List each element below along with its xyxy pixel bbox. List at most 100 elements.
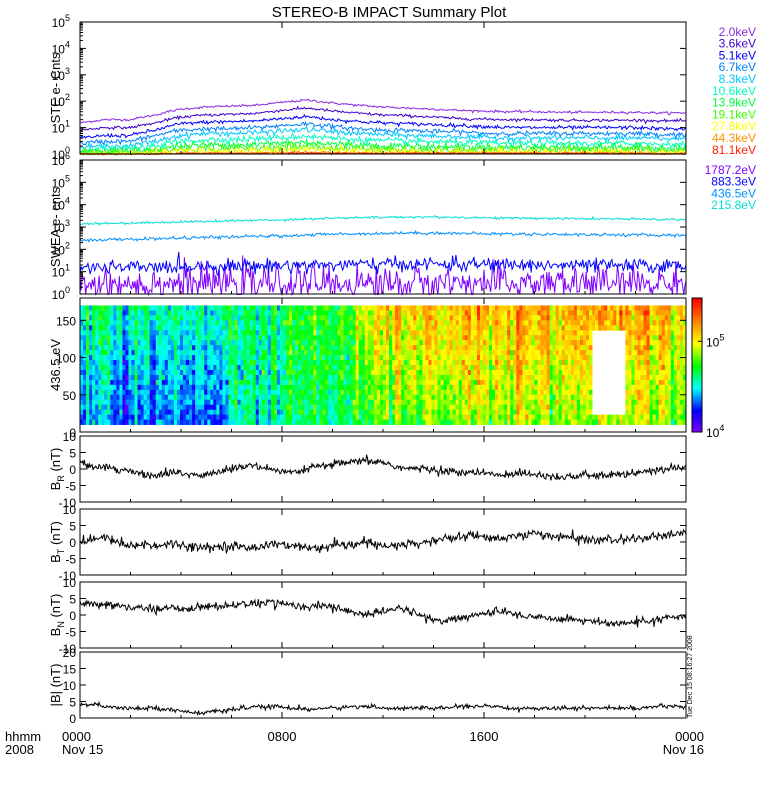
pad-cell-2337 (374, 350, 377, 355)
pad-cell-2279 (365, 420, 368, 425)
pad-cell-2460 (389, 365, 392, 370)
pad-cell-4297 (644, 405, 647, 410)
pad-cell-3526 (522, 415, 525, 420)
pad-cell-2541 (398, 410, 401, 415)
pad-cell-1429 (259, 370, 262, 375)
pad-cell-3848 (565, 345, 568, 350)
pad-cell-2169 (353, 350, 356, 355)
pad-cell-4042 (589, 355, 592, 360)
pad-cell-2598 (407, 335, 410, 340)
pad-cell-3591 (531, 380, 534, 385)
pad-cell-3317 (498, 330, 501, 335)
pad-cell-212 (104, 405, 107, 410)
pad-cell-3119 (471, 420, 474, 425)
pad-cell-2508 (395, 365, 398, 370)
pad-cell-1358 (250, 375, 253, 380)
pad-cell-2088 (344, 305, 347, 310)
pad-cell-1335 (247, 380, 250, 385)
pad-cell-3529 (525, 310, 528, 315)
pad-cell-2276 (365, 405, 368, 410)
pad-cell-3226 (486, 355, 489, 360)
pad-cell-1718 (295, 375, 298, 380)
pad-cell-823 (183, 340, 186, 345)
pad-cell-1597 (280, 370, 283, 375)
pad-cell-3316 (498, 325, 501, 330)
pad-cell-4388 (656, 380, 659, 385)
pad-cell-587 (153, 360, 156, 365)
pad-cell-3491 (519, 360, 522, 365)
pad-cell-1333 (247, 370, 250, 375)
pad-cell-2543 (398, 420, 401, 425)
pad-cell-2908 (447, 325, 450, 330)
pad-cell-3336 (501, 305, 504, 310)
pad-cell-2288 (368, 345, 371, 350)
pad-cell-979 (201, 400, 204, 405)
pad-cell-2295 (368, 380, 371, 385)
pad-cell-3564 (528, 365, 531, 370)
pad-cell-423 (132, 380, 135, 385)
pad-cell-209 (104, 390, 107, 395)
pad-cell-2803 (431, 400, 434, 405)
pad-cell-1877 (316, 330, 319, 335)
pad-cell-860 (186, 405, 189, 410)
pad-cell-855 (186, 380, 189, 385)
pad-cell-3060 (465, 365, 468, 370)
pad-cell-3450 (513, 395, 516, 400)
pad-cell-4192 (631, 360, 634, 365)
pad-cell-310 (116, 415, 119, 420)
pad-cell-1412 (256, 405, 259, 410)
pad-cell-280 (113, 385, 116, 390)
pad-cell-3953 (577, 390, 580, 395)
pad-cell-2643 (413, 320, 416, 325)
pad-cell-1132 (222, 325, 225, 330)
pad-cell-3386 (507, 315, 510, 320)
pad-cell-3163 (477, 400, 480, 405)
pad-cell-2488 (392, 385, 395, 390)
pad-cell-838 (183, 415, 186, 420)
pad-cell-1799 (304, 420, 307, 425)
pad-cell-2734 (422, 415, 425, 420)
pad-cell-3415 (510, 340, 513, 345)
pad-cell-3337 (501, 310, 504, 315)
pad-cell-2263 (365, 340, 368, 345)
pad-cell-2788 (431, 325, 434, 330)
pad-cell-856 (186, 385, 189, 390)
pad-cell-445 (135, 370, 138, 375)
pad-cell-4137 (625, 325, 628, 330)
pad-cell-1749 (298, 410, 301, 415)
pad-cell-970 (201, 355, 204, 360)
pad-cell-3342 (501, 335, 504, 340)
pad-cell-1267 (238, 400, 241, 405)
pad-cell-1582 (277, 415, 280, 420)
pad-cell-3631 (538, 340, 541, 345)
pad-cell-1235 (235, 360, 238, 365)
pad-cell-2050 (338, 355, 341, 360)
pad-cell-4559 (677, 395, 680, 400)
pad-cell-3696 (547, 305, 550, 310)
pad-cell-2820 (435, 365, 438, 370)
pad-cell-4062 (592, 420, 595, 425)
pad-cell-1480 (265, 385, 268, 390)
pad-cell-2576 (404, 345, 407, 350)
pad-cell-1898 (319, 315, 322, 320)
pad-cell-1651 (286, 400, 289, 405)
pad-cell-3432 (513, 305, 516, 310)
pad-cell-250 (110, 355, 113, 360)
pad-cell-1980 (328, 365, 331, 370)
pad-cell-2537 (398, 390, 401, 395)
pad-cell-1501 (268, 370, 271, 375)
pad-cell-3125 (474, 330, 477, 335)
pad-cell-74 (89, 315, 92, 320)
pad-cell-2142 (350, 335, 353, 340)
pad-cell-2293 (368, 370, 371, 375)
pad-cell-4174 (628, 390, 631, 395)
pad-cell-1576 (277, 385, 280, 390)
pad-cell-1009 (207, 310, 210, 315)
pad-cell-3669 (541, 410, 544, 415)
pad-cell-4256 (641, 320, 644, 325)
pad-cell-128 (95, 345, 98, 350)
pad-cell-200 (104, 345, 107, 350)
pad-cell-4421 (662, 305, 665, 310)
pad-cell-1142 (222, 375, 225, 380)
pad-cell-1805 (307, 330, 310, 335)
